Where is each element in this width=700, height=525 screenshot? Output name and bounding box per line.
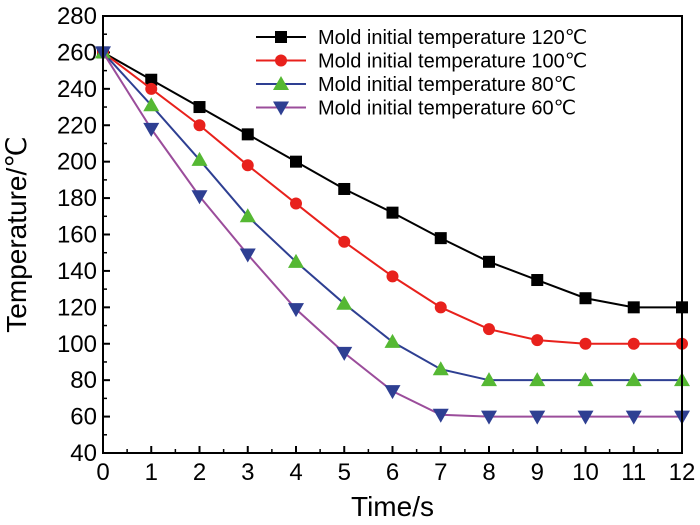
legend-label: Mold initial temperature 60℃ — [318, 98, 576, 120]
data-point — [434, 232, 447, 245]
data-point — [193, 119, 206, 132]
y-tick-label: 40 — [70, 440, 97, 467]
x-tick-label: 9 — [531, 459, 544, 486]
data-point — [531, 334, 544, 347]
y-tick-label: 280 — [57, 3, 97, 30]
data-point — [432, 361, 449, 376]
y-tick-label: 220 — [57, 112, 97, 139]
data-point — [531, 274, 544, 287]
data-point — [290, 197, 302, 210]
data-point — [579, 337, 592, 350]
plot-frame — [102, 15, 683, 454]
legend-marker — [273, 76, 289, 90]
y-axis-title: Temperature/℃ — [1, 136, 32, 332]
legend-entry: Mold initial temperature 80℃ — [256, 74, 576, 96]
legend-label: Mold initial temperature 100℃ — [318, 51, 587, 73]
data-point — [432, 408, 449, 423]
x-tick-label: 10 — [572, 459, 599, 486]
data-point — [338, 235, 351, 248]
y-tick-label: 100 — [57, 331, 97, 358]
data-point — [627, 337, 640, 350]
x-tick-label: 11 — [621, 459, 646, 486]
legend-entry: Mold initial temperature 100℃ — [256, 51, 587, 73]
x-tick-label: 3 — [241, 459, 254, 486]
data-point — [191, 190, 208, 205]
data-point — [191, 151, 208, 166]
data-point — [336, 295, 353, 310]
series-3 — [95, 44, 690, 387]
data-point — [434, 301, 447, 314]
data-point — [384, 385, 401, 400]
data-point — [481, 372, 497, 387]
data-point — [336, 346, 353, 361]
data-point — [145, 73, 158, 86]
legend-marker — [273, 101, 289, 116]
x-tick-label: 5 — [338, 459, 351, 486]
data-point — [193, 101, 206, 114]
data-point — [529, 372, 546, 387]
x-tick-label: 12 — [669, 459, 696, 486]
y-tick-label: 260 — [57, 39, 97, 66]
x-axis-title: Time/s — [351, 491, 434, 522]
x-tick-label: 4 — [289, 459, 302, 486]
data-point — [627, 301, 640, 314]
x-tick-label: 0 — [96, 459, 109, 486]
data-point — [143, 122, 160, 137]
legend-marker — [275, 54, 287, 67]
data-point — [386, 270, 399, 283]
series-4 — [95, 46, 690, 425]
x-tick-label: 1 — [145, 459, 158, 486]
x-tick-label: 6 — [386, 459, 399, 486]
data-point — [290, 155, 302, 168]
x-tick-label: 8 — [482, 459, 495, 486]
legend-label: Mold initial temperature 120℃ — [318, 27, 587, 49]
tick-labels: 0 1 2 3 4 5 6 7 8 9 10 11 12406080100120140160180200… — [57, 3, 695, 486]
data-point — [288, 303, 304, 318]
data-point — [338, 182, 351, 195]
data-point — [143, 97, 160, 112]
y-tick-label: 160 — [57, 222, 97, 249]
data-point — [625, 372, 642, 387]
y-tick-label: 140 — [57, 258, 97, 285]
data-point — [145, 82, 158, 95]
data-point — [239, 208, 256, 223]
y-tick-label: 80 — [70, 367, 97, 394]
y-tick-label: 200 — [57, 149, 97, 176]
y-tick-label: 240 — [57, 76, 97, 103]
legend-entry: Mold initial temperature 120℃ — [256, 27, 587, 49]
data-point — [239, 248, 256, 263]
series-layer — [95, 44, 690, 425]
legend-marker — [275, 31, 287, 43]
data-point — [483, 255, 495, 268]
data-point — [577, 410, 594, 425]
data-point — [241, 159, 254, 172]
series-1 — [97, 46, 688, 314]
data-point — [481, 410, 497, 425]
y-tick-label: 120 — [57, 294, 97, 321]
data-point — [529, 410, 546, 425]
legend-entry: Mold initial temperature 60℃ — [256, 98, 576, 120]
y-tick-label: 180 — [57, 185, 97, 212]
data-point — [577, 372, 594, 387]
y-tick-label: 60 — [70, 404, 97, 431]
data-point — [288, 253, 304, 268]
data-point — [625, 410, 642, 425]
data-point — [483, 323, 495, 336]
data-point — [579, 292, 592, 305]
legend-label: Mold initial temperature 80℃ — [318, 74, 576, 96]
data-point — [241, 128, 254, 141]
data-point — [384, 333, 401, 348]
x-tick-label: 7 — [434, 459, 447, 486]
data-point — [386, 206, 399, 219]
x-tick-label: 2 — [193, 459, 206, 486]
